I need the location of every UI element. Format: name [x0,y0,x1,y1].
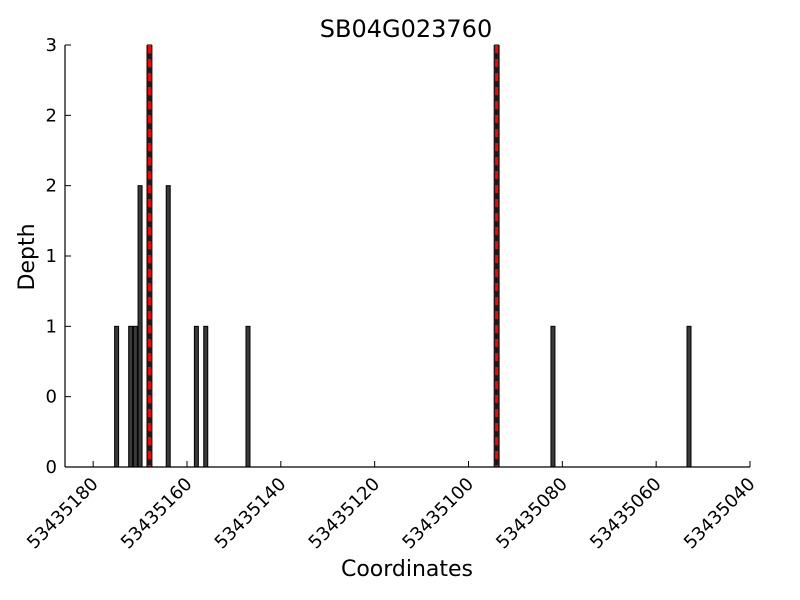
bar-10 [550,325,556,468]
bar-3 [137,185,143,468]
chart-title: SB04G023760 [320,15,492,43]
bar-7 [203,325,209,468]
x-tick-label-0: 53435180 [23,474,103,554]
bar-1 [128,325,134,468]
x-tick-label-4: 53435100 [398,474,478,554]
bar-0 [114,325,120,468]
bar-11 [686,325,692,468]
bar-5 [165,185,171,468]
x-tick-label-6: 53435060 [586,474,666,554]
bar-2 [132,325,138,468]
y-tick-label-2: 1 [46,316,57,337]
x-tick-label-1: 53435160 [117,474,197,554]
markers-layer [146,45,500,467]
bars-layer [114,44,692,468]
y-tick-label-1: 0 [46,387,57,408]
y-tick-label-4: 2 [46,176,57,197]
y-tick-label-3: 1 [46,246,57,267]
x-axis-label: Coordinates [341,557,473,582]
x-tick-label-7: 53435040 [680,474,760,554]
bar-8 [245,325,251,468]
x-tick-label-3: 53435120 [305,474,385,554]
bar-6 [193,325,199,468]
y-tick-label-5: 2 [46,105,57,126]
y-tick-label-0: 0 [46,457,57,478]
y-axis-label: Depth [15,223,40,290]
y-tick-label-6: 3 [46,35,57,56]
x-tick-label-2: 53435140 [211,474,291,554]
x-tick-label-5: 53435080 [492,474,572,554]
